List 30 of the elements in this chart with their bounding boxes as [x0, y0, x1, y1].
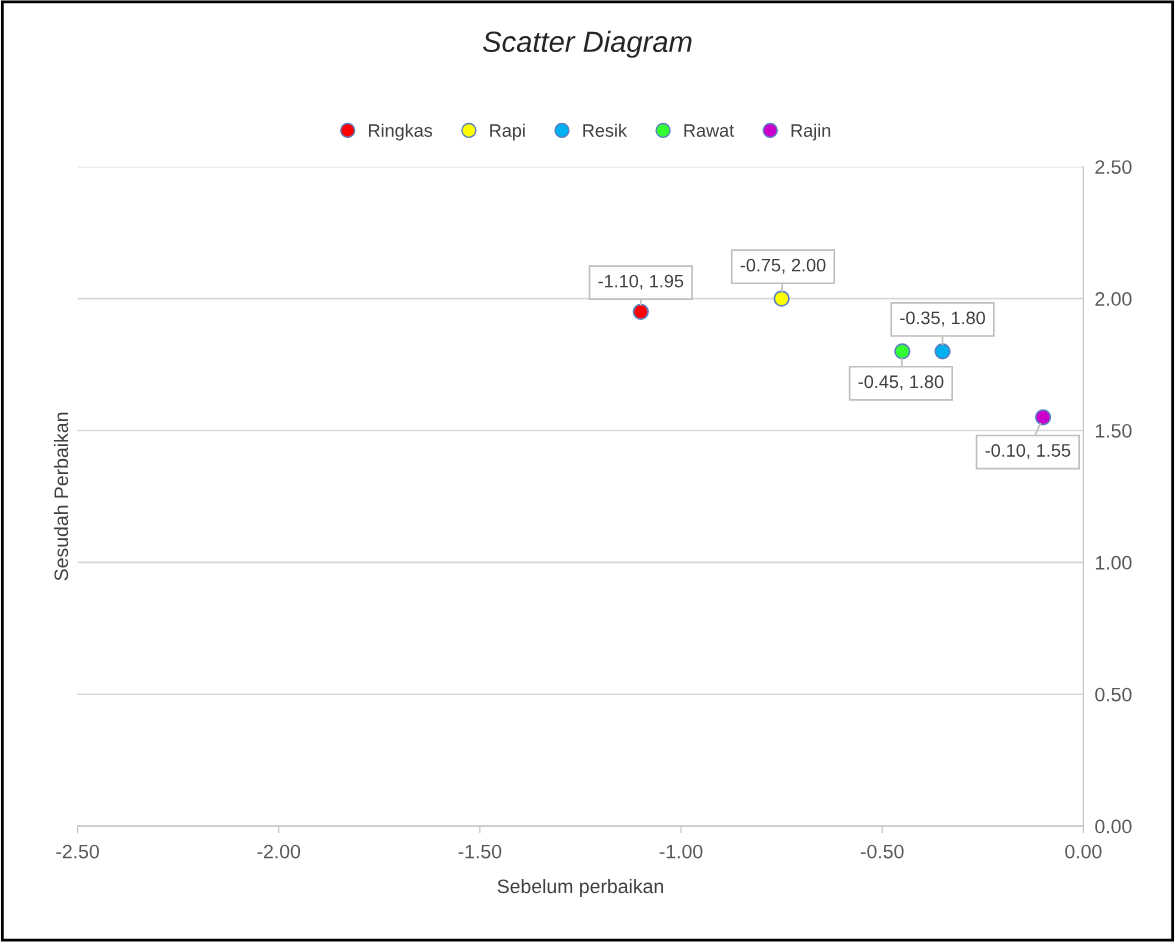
chart-title: Scatter Diagram	[482, 30, 692, 58]
legend-label: Rawat	[684, 124, 735, 137]
x-axis-title: Sebelum perbaikan	[497, 878, 663, 898]
y-tick-label: 2.50	[1095, 160, 1132, 174]
legend-label: Resik	[583, 123, 628, 137]
legend-label: Rajin	[791, 123, 831, 141]
y-tick-label: 1.00	[1095, 555, 1132, 570]
x-tick-label: -2.50	[56, 844, 99, 859]
x-tick-label: -2.00	[257, 844, 301, 859]
y-tick-label: 2.00	[1095, 292, 1132, 306]
data-label: -0.10, 1.55	[985, 444, 1071, 460]
point	[632, 303, 649, 320]
y-tick-label: 0.00	[1095, 819, 1132, 834]
data-label: -0.45, 1.80	[858, 375, 944, 391]
data-label: -0.75, 2.00	[740, 258, 826, 274]
data-label: -1.10, 1.95	[598, 274, 684, 290]
point	[773, 290, 790, 307]
x-tick-label: -1.50	[458, 844, 502, 859]
data-label: -0.35, 1.80	[900, 311, 985, 327]
x-tick-label: 0.00	[1065, 844, 1102, 859]
point	[894, 343, 911, 360]
x-tick-label: -0.50	[860, 844, 904, 859]
y-axis-title: Sesudah Perbaikan	[53, 412, 69, 581]
legend-label: Ringkas	[369, 123, 433, 141]
y-tick-label: 1.50	[1095, 423, 1132, 438]
point	[934, 343, 951, 360]
legend-label: Rapi	[490, 123, 525, 141]
y-tick-label: 0.50	[1095, 687, 1132, 702]
point	[1034, 409, 1052, 426]
x-tick-label: -1.00	[659, 844, 703, 859]
